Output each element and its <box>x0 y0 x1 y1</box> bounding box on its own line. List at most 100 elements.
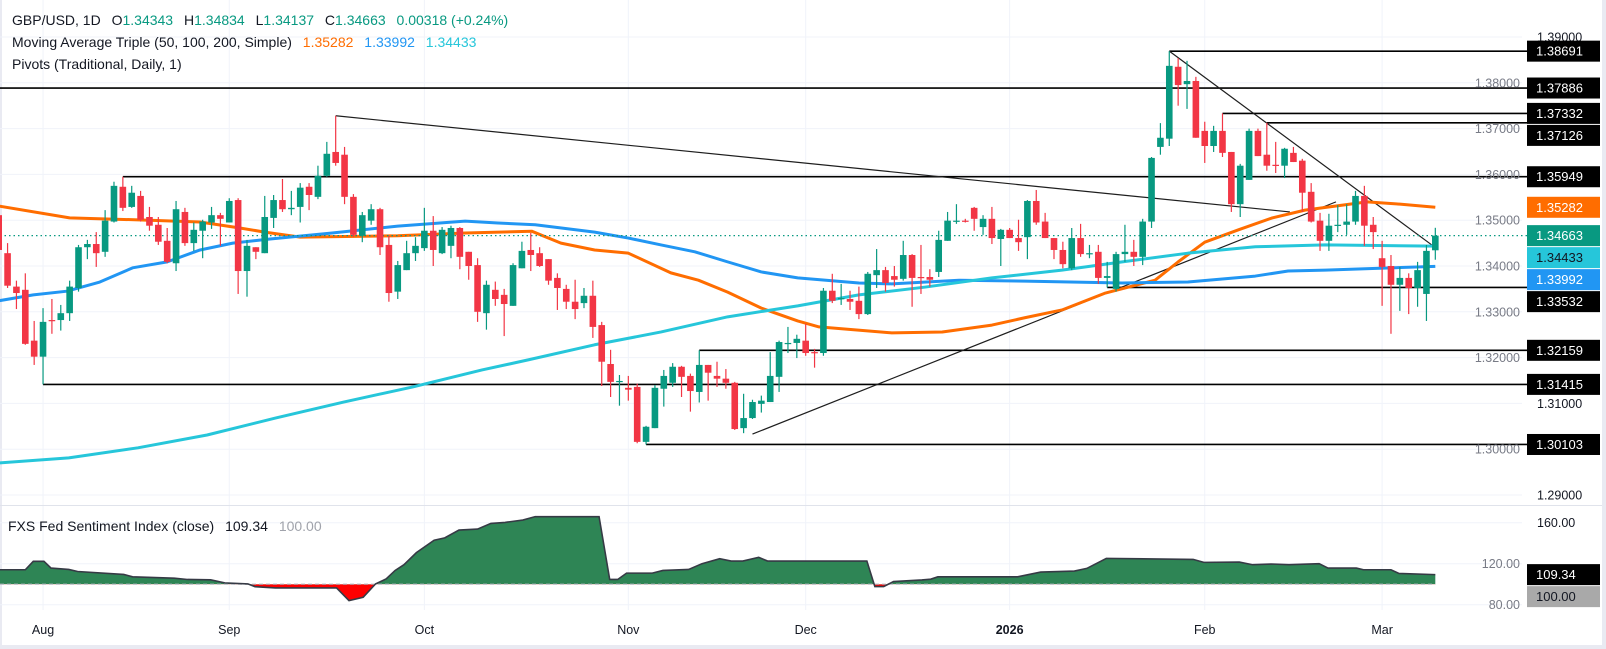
change-value: 0.00318 (+0.24%) <box>396 12 509 28</box>
ma-line-sma200 <box>0 243 1436 465</box>
trend-line[interactable] <box>752 201 1337 435</box>
candle-body <box>119 186 127 208</box>
price-tick-label: 1.32000 <box>1475 351 1520 365</box>
candle-body <box>1032 200 1040 223</box>
price-label-text: 1.37332 <box>1536 106 1583 121</box>
candle-down <box>234 198 242 294</box>
candle-up <box>39 308 47 385</box>
candle-up <box>447 225 455 259</box>
candle-up <box>775 340 783 392</box>
price-label-box <box>1527 373 1600 395</box>
candle-body <box>163 240 171 262</box>
candle-body <box>358 215 366 236</box>
price-label-text: 1.33992 <box>1536 272 1583 287</box>
candle-body <box>394 265 402 292</box>
candle-body <box>562 288 570 302</box>
candle-body <box>1174 66 1182 86</box>
candle-body <box>1219 130 1226 153</box>
candle-body <box>66 286 73 314</box>
candle-body <box>509 265 517 306</box>
candle-down <box>376 207 384 256</box>
price-label-text: 1.37886 <box>1536 81 1583 96</box>
candle-body <box>554 277 561 288</box>
candle-down <box>119 176 127 212</box>
candle-body <box>456 227 464 257</box>
candle-body <box>695 364 703 392</box>
candle-body <box>57 313 65 321</box>
ma50-price-label: 1.35282 <box>1527 196 1600 218</box>
candle-body <box>687 375 694 392</box>
candle-down <box>731 381 739 430</box>
candle-body <box>1228 151 1235 205</box>
candle-down <box>802 323 809 356</box>
candle-up <box>1414 261 1421 307</box>
candle-up <box>1139 218 1146 266</box>
candle-body <box>1343 221 1350 225</box>
candle-up <box>979 215 987 235</box>
candle-down <box>155 216 162 245</box>
candle-body <box>30 340 38 357</box>
high-label: H <box>183 12 195 28</box>
candle-body <box>970 207 978 219</box>
candle-down <box>1192 76 1200 138</box>
fxs-indicator-title[interactable]: FXS Fed Sentiment Index (close) <box>8 518 215 534</box>
candle-body <box>740 418 747 429</box>
candle-body <box>474 265 481 312</box>
candle-body <box>1396 277 1404 285</box>
price-label-box <box>1527 291 1600 313</box>
candle-down <box>181 207 189 246</box>
candle-up <box>110 181 118 223</box>
ma100-price-label: 1.33992 <box>1527 269 1600 291</box>
candle-up <box>1068 227 1076 271</box>
candle-up <box>1396 266 1404 311</box>
trend-line[interactable] <box>335 115 1290 213</box>
candle-body <box>1192 80 1200 138</box>
price-label-box <box>1527 225 1600 247</box>
candle-body <box>92 244 100 254</box>
candle-down <box>1369 216 1377 250</box>
price-label-text: 100.00 <box>1536 589 1576 604</box>
trend-line[interactable] <box>1168 50 1433 246</box>
candle-down <box>217 212 224 246</box>
candle-body <box>545 259 552 281</box>
candle-body <box>1414 270 1421 288</box>
candle-body <box>1423 250 1430 294</box>
candle-down <box>908 254 916 307</box>
candle-body <box>820 290 827 354</box>
candle-body <box>979 218 987 228</box>
candle-up <box>296 183 304 223</box>
candle-down <box>22 273 29 345</box>
price-label-box <box>1527 77 1600 99</box>
candle-down <box>545 259 552 285</box>
candle-body <box>651 387 659 429</box>
candle-down <box>385 235 393 302</box>
candle-body <box>1405 277 1413 288</box>
candle-body <box>429 230 437 250</box>
ma200-price-label: 1.34433 <box>1527 247 1600 269</box>
candle-body <box>625 387 632 390</box>
candle-down <box>1263 122 1271 171</box>
candle-down <box>554 273 561 310</box>
candle-down <box>1201 121 1209 163</box>
candle-down <box>1405 273 1413 315</box>
candle-down <box>722 369 730 389</box>
price-tick-label: 1.35000 <box>1475 214 1520 228</box>
candle-up <box>580 287 588 309</box>
candle-body <box>128 192 136 207</box>
candle-down <box>678 365 685 397</box>
candle-body <box>1165 65 1173 139</box>
candle-body <box>421 230 428 249</box>
candle-up <box>509 263 517 306</box>
candle-body <box>39 321 47 357</box>
pivots-indicator-title[interactable]: Pivots (Traditional, Daily, 1) <box>12 56 182 72</box>
candle-body <box>828 290 836 301</box>
symbol-title[interactable]: GBP/USD, 1D <box>12 12 101 28</box>
candle-body <box>1245 130 1253 180</box>
ma-indicator-title[interactable]: Moving Average Triple (50, 100, 200, Sim… <box>12 34 292 50</box>
date-axis-label: Sep <box>218 623 240 637</box>
candle-body <box>944 220 951 241</box>
candle-body <box>633 386 641 442</box>
candle-body <box>367 209 375 221</box>
candle-down <box>1228 151 1235 212</box>
